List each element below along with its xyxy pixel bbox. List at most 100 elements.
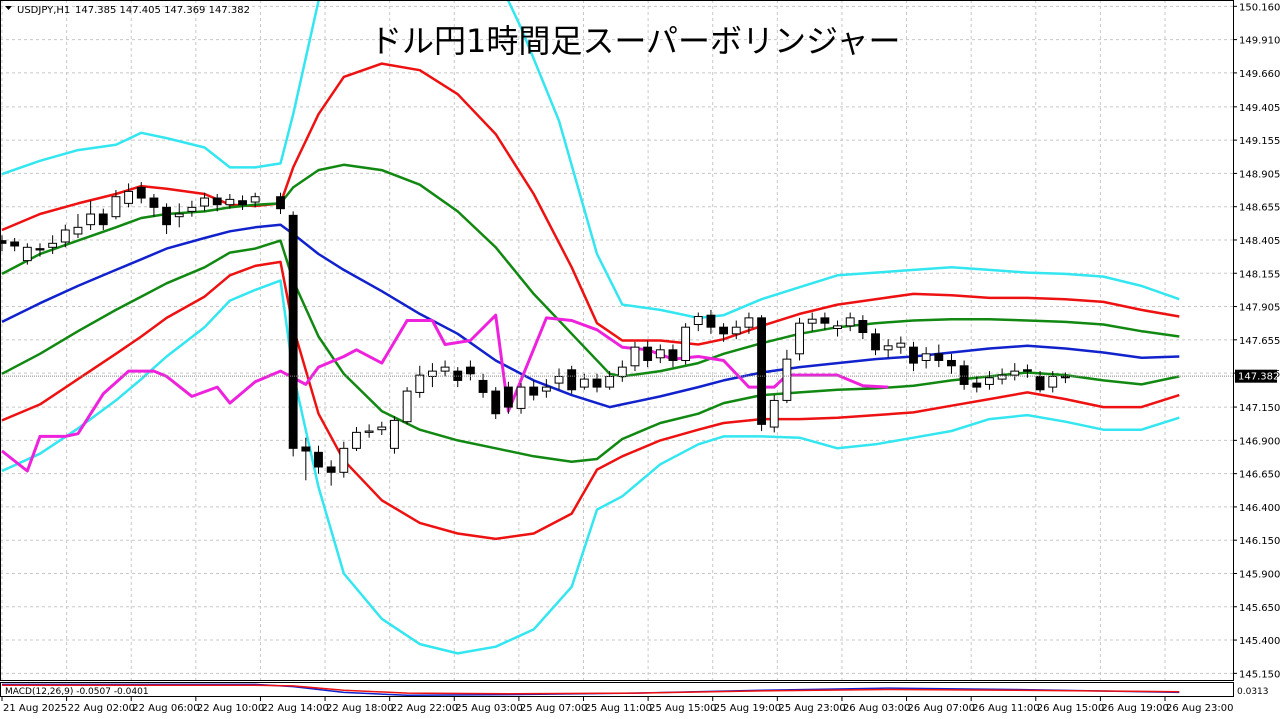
- y-tick-label: 149.910: [1239, 36, 1280, 47]
- candle-body: [465, 366, 475, 375]
- candle: [10, 237, 20, 252]
- candle: [301, 437, 311, 481]
- candle-body: [605, 375, 615, 388]
- y-tick-label: 146.150: [1239, 536, 1280, 547]
- candle: [200, 192, 209, 212]
- candle: [592, 373, 602, 393]
- x-tick-label: 26 Aug 07:00: [908, 703, 975, 714]
- candle: [541, 379, 551, 398]
- candle: [693, 312, 703, 332]
- candle-body: [579, 378, 589, 388]
- candle-body: [997, 374, 1007, 380]
- candle-body: [162, 206, 171, 226]
- x-tick-label: 21 Aug 2025: [3, 703, 67, 714]
- series-line-sigma1_lower: [1, 239, 1180, 463]
- candle-body: [592, 378, 602, 388]
- candle: [858, 315, 868, 340]
- candle-body: [35, 248, 45, 251]
- candle: [820, 312, 830, 330]
- candle-body: [124, 190, 134, 204]
- candle: [187, 200, 197, 217]
- candle-body: [352, 431, 361, 449]
- x-tick-label: 25 Aug 15:00: [649, 703, 716, 714]
- candle: [111, 190, 121, 220]
- y-tick-label: 145.150: [1239, 669, 1280, 680]
- candle-body: [478, 379, 488, 393]
- candle: [174, 203, 184, 228]
- candle: [655, 344, 665, 364]
- candle-body: [871, 333, 880, 351]
- macd-pane: [2, 683, 1180, 697]
- series-line-sigma3_lower: [1, 279, 1180, 655]
- candle: [136, 182, 146, 204]
- candle: [390, 416, 399, 454]
- candle-body: [377, 426, 387, 431]
- candle: [706, 309, 716, 334]
- candle-body: [681, 326, 691, 361]
- y-tick-label: 150.160: [1239, 2, 1280, 13]
- candle-body: [111, 196, 121, 218]
- candle: [478, 373, 488, 398]
- candle: [921, 347, 931, 369]
- candle-body: [972, 382, 982, 388]
- candle-body: [947, 359, 956, 367]
- candle: [276, 192, 285, 215]
- y-tick-label: 146.650: [1239, 470, 1280, 481]
- candle-body: [693, 316, 703, 326]
- y-tick-label: 146.900: [1239, 436, 1280, 447]
- main-pane-frame: [0, 0, 1234, 681]
- y-tick-label: 148.905: [1239, 169, 1280, 180]
- y-tick-label: 148.155: [1239, 269, 1280, 280]
- candle-body: [617, 366, 627, 377]
- candle: [73, 214, 83, 238]
- series-line-sigma3_upper: [1, 1, 1180, 320]
- candle: [668, 344, 678, 368]
- x-tick-label: 25 Aug 07:00: [520, 703, 587, 714]
- macd-scale-label: 0.0313: [1237, 687, 1269, 697]
- x-tick-label: 26 Aug 23:00: [1166, 703, 1233, 714]
- chart-title: ドル円1時間足スーパーボリンジャー: [370, 22, 900, 60]
- candle-body: [896, 342, 906, 348]
- x-tick-label: 25 Aug 19:00: [714, 703, 781, 714]
- candle-body: [833, 325, 842, 330]
- candle-body: [440, 366, 450, 372]
- candle: [959, 360, 969, 390]
- symbol-label: USDJPY,H1: [17, 5, 70, 16]
- candle-body: [795, 322, 804, 355]
- candle-body: [402, 390, 412, 423]
- x-tick-label: 26 Aug 15:00: [1037, 703, 1104, 714]
- candle: [402, 387, 412, 425]
- candle-body: [314, 451, 323, 468]
- candle-body: [985, 377, 994, 385]
- candle: [440, 360, 450, 377]
- grid: [0, 0, 1233, 680]
- candle-body: [149, 197, 159, 208]
- candle-body: [1035, 375, 1045, 391]
- y-tick-label: 145.900: [1239, 569, 1280, 580]
- candle: [364, 424, 374, 438]
- candle: [871, 328, 880, 356]
- candle-body: [757, 317, 766, 425]
- candle: [643, 340, 653, 368]
- candle: [238, 195, 247, 211]
- x-tick-label: 26 Aug 11:00: [972, 703, 1039, 714]
- y-tick-label: 149.660: [1239, 69, 1280, 80]
- candle-body: [655, 349, 665, 359]
- candle: [98, 208, 108, 230]
- candle-body: [212, 197, 222, 206]
- candle: [491, 387, 501, 420]
- candle: [833, 320, 842, 337]
- candle-body: [10, 241, 20, 247]
- candle-body: [744, 317, 754, 328]
- candle-body: [364, 430, 374, 433]
- candle-body: [921, 353, 931, 361]
- candle: [934, 344, 944, 368]
- candles: [1, 182, 1070, 486]
- symbol-dropdown-icon[interactable]: [5, 6, 12, 10]
- candle: [35, 243, 45, 257]
- candle-body: [276, 196, 285, 210]
- y-tick-label: 148.405: [1239, 236, 1280, 247]
- candle: [947, 353, 956, 374]
- macd-pane-frame: [0, 682, 1234, 697]
